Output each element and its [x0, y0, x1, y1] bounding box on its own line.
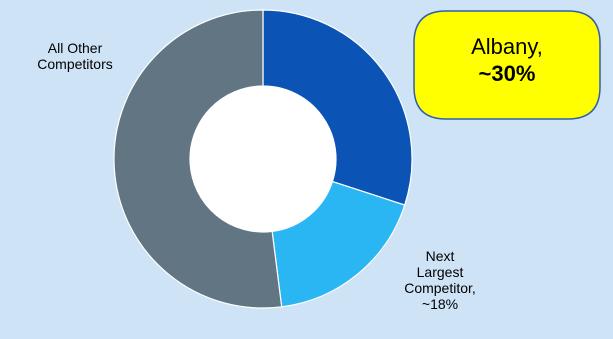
- donut-hole: [190, 86, 336, 232]
- label-next-line1: Next: [425, 248, 455, 264]
- label-all-other-competitors: All Other Competitors: [20, 40, 130, 72]
- label-next-line4: ~18%: [421, 296, 459, 312]
- callout-bubble-shape: [413, 10, 601, 120]
- callout-albany-percent: ~30%: [478, 61, 536, 86]
- callout-bubble: [413, 10, 601, 120]
- albany-callout: Albany, ~30%: [412, 9, 602, 125]
- label-all-other-line1: All Other: [47, 40, 103, 56]
- label-all-other-line2: Competitors: [37, 56, 113, 72]
- callout-text: Albany, ~30%: [412, 33, 602, 87]
- label-next-line2: Largest: [416, 264, 464, 280]
- callout-albany-name: Albany,: [471, 34, 543, 59]
- label-next-line3: Competitor,: [404, 280, 476, 296]
- label-next-largest-competitor: Next Largest Competitor, ~18%: [395, 248, 485, 312]
